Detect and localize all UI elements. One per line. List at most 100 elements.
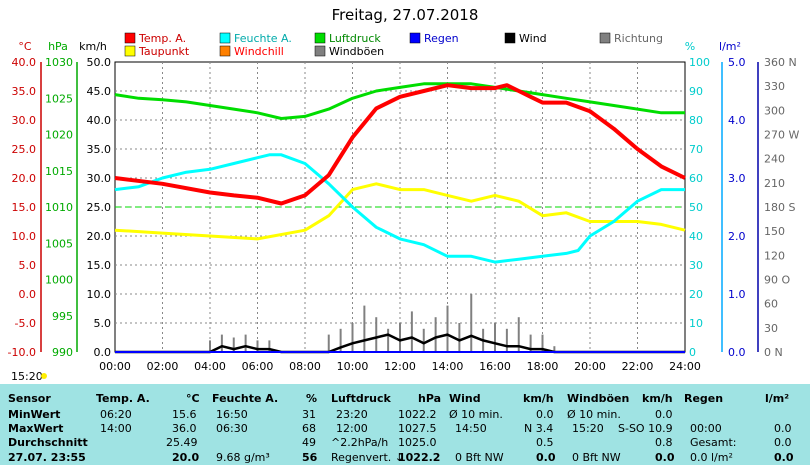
direction-tick-label: 210	[764, 177, 785, 190]
legend-label: Wind	[519, 32, 547, 45]
row-cur-label: 27.07. 23:55	[8, 451, 86, 464]
avg-rain-val: 0.0	[774, 436, 792, 449]
humidity-axis-label: %	[685, 40, 695, 53]
series-pressure	[114, 82, 685, 120]
temp-tick-label: 0.0	[19, 288, 37, 301]
rain-tick-label: 0.0	[728, 346, 746, 359]
legend-swatch	[219, 32, 231, 44]
humidity-tick-label: 10	[689, 317, 703, 330]
direction-tick-label: 90 O	[764, 274, 790, 287]
rain-tick-label: 5.0	[728, 56, 746, 69]
max-gust-time: 15:20	[572, 422, 604, 435]
direction-tick-label: 300	[764, 104, 785, 117]
x-tick-label: 16:00	[479, 360, 511, 373]
max-hum-val: 68	[302, 422, 316, 435]
max-temp-time: 14:00	[100, 422, 132, 435]
x-tick-label: 18:00	[527, 360, 559, 373]
humidity-tick-label: 30	[689, 259, 703, 272]
axis-headers: °C hPa km/h% l/m²	[18, 40, 741, 53]
min-hum-time: 16:50	[216, 408, 248, 421]
cur-temp-val: 20.0	[172, 451, 200, 464]
avg-hum-val: 49	[302, 436, 316, 449]
legend-swatch	[314, 45, 326, 57]
direction-tick-label: 60	[764, 298, 778, 311]
x-tick-label: 04:00	[194, 360, 226, 373]
legend-swatch	[219, 45, 231, 57]
plot-area: 00:00 02:00 04:00 06:00 08:00 10:00 12:00 14:00…	[8, 56, 800, 373]
temp-tick-label: 10.0	[12, 230, 37, 243]
humidity-tick-label: 60	[689, 172, 703, 185]
temp-tick-label: 20.0	[12, 172, 37, 185]
x-tick-label: 14:00	[432, 360, 464, 373]
max-rain-val: 0.0	[774, 422, 792, 435]
direction-tick-label: 240	[764, 153, 785, 166]
wind-tick-label: 45.0	[87, 85, 112, 98]
legend-swatch	[504, 32, 516, 44]
th-press: Luftdruck	[331, 392, 391, 405]
sun-icon	[41, 373, 47, 379]
max-hum-time: 06:30	[216, 422, 248, 435]
wind-tick-label: 0.0	[94, 346, 112, 359]
direction-tick-label: 150	[764, 225, 785, 238]
rain-tick-label: 2.0	[728, 230, 746, 243]
max-temp-val: 36.0	[172, 422, 197, 435]
humidity-tick-label: 80	[689, 114, 703, 127]
direction-tick-label: 120	[764, 249, 785, 262]
temp-tick-label: 15.0	[12, 201, 37, 214]
min-gust-val: 0.0	[655, 408, 673, 421]
rain-axis-label: l/m²	[719, 40, 741, 53]
th-hum-unit: %	[306, 392, 318, 405]
cur-wind-lbl: 0 Bft NW	[455, 451, 504, 464]
legend-label: Windchill	[234, 45, 284, 58]
stats-table: Sensor Temp. A. °C Feuchte A. % Luftdruc…	[0, 384, 810, 465]
legend-swatch	[599, 32, 611, 44]
min-wind-lbl: Ø 10 min.	[449, 408, 503, 421]
humidity-tick-label: 0	[689, 346, 696, 359]
legend-label: Regen	[424, 32, 459, 45]
min-temp-time: 06:20	[100, 408, 132, 421]
th-wind: Wind	[449, 392, 481, 405]
direction-tick-label: 270 W	[764, 129, 799, 142]
th-temp-unit: °C	[186, 392, 200, 405]
legend-swatch	[124, 45, 136, 57]
pressure-tick-label: 1000	[45, 274, 73, 287]
direction-tick-label: 180 S	[764, 201, 795, 214]
legend-swatch	[409, 32, 421, 44]
min-temp-val: 15.6	[172, 408, 197, 421]
rain-tick-label: 1.0	[728, 288, 746, 301]
pressure-tick-label: 1025	[45, 92, 73, 105]
direction-tick-label: 360 N	[764, 56, 797, 69]
temp-tick-label: 5.0	[19, 259, 37, 272]
direction-tick-label: 330	[764, 80, 785, 93]
wind-tick-label: 30.0	[87, 172, 112, 185]
min-gust-lbl: Ø 10 min.	[567, 408, 621, 421]
th-gust: Windböen	[567, 392, 630, 405]
min-wind-val: 0.0	[536, 408, 554, 421]
legend-swatch	[314, 32, 326, 44]
series-wind	[115, 333, 685, 354]
pressure-axis-label: hPa	[48, 40, 68, 53]
cur-press-val: 1022.2	[398, 451, 441, 464]
x-tick-label: 22:00	[622, 360, 654, 373]
th-rain: Regen	[684, 392, 724, 405]
wind-tick-label: 20.0	[87, 230, 112, 243]
cur-rain-val: 0.0	[774, 451, 794, 464]
cur-wind-val: 0.0	[536, 451, 556, 464]
temp-tick-label: 40.0	[12, 56, 37, 69]
rain-tick-label: 3.0	[728, 172, 746, 185]
wind-tick-label: 15.0	[87, 259, 112, 272]
pressure-tick-label: 1010	[45, 201, 73, 214]
max-rain-time: 00:00	[690, 422, 722, 435]
series-humidity	[114, 153, 685, 264]
wind-tick-label: 40.0	[87, 114, 112, 127]
series-dewpoint	[114, 182, 686, 241]
row-max-label: MaxWert	[8, 422, 64, 435]
row-avg-label: Durchschnitt	[8, 436, 88, 449]
wind-tick-label: 10.0	[87, 288, 112, 301]
pressure-tick-label: 1015	[45, 165, 73, 178]
x-tick-label: 00:00	[99, 360, 131, 373]
wind-tick-label: 35.0	[87, 143, 112, 156]
wind-tick-label: 5.0	[94, 317, 112, 330]
legend-label: Taupunkt	[138, 45, 190, 58]
series-temperature	[114, 83, 686, 206]
